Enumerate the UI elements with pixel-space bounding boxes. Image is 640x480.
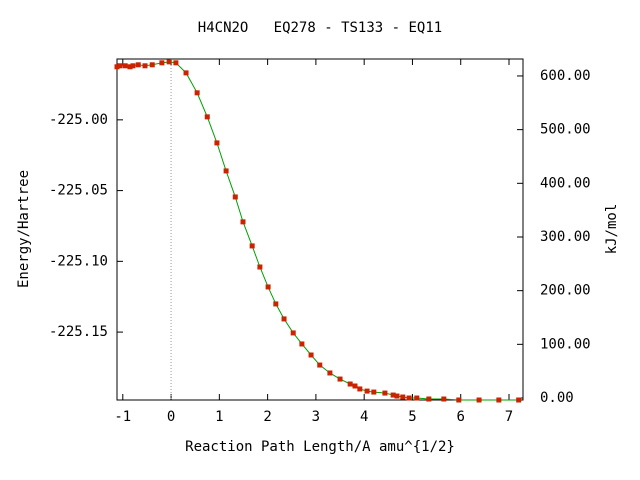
data-point	[240, 219, 246, 225]
y-axis-label: Energy/Hartree	[16, 170, 32, 288]
data-point	[496, 397, 502, 403]
x-tick-label: 7	[505, 409, 513, 425]
y-tick-label: -225.00	[49, 112, 108, 128]
data-point	[317, 362, 323, 368]
data-point	[183, 70, 189, 76]
data-point	[223, 168, 229, 174]
data-point	[400, 394, 406, 400]
x-tick-label: 2	[263, 409, 271, 425]
data-point	[232, 194, 238, 200]
y-tick-label: -225.05	[49, 183, 108, 199]
data-point	[214, 140, 220, 146]
y2-tick-label: 200.00	[540, 283, 591, 299]
data-point	[122, 63, 128, 69]
y2-tick-label: 0.00	[540, 390, 574, 406]
data-point	[173, 60, 179, 66]
data-point	[476, 397, 482, 403]
data-point	[406, 395, 412, 401]
data-point	[159, 60, 165, 66]
data-point	[265, 284, 271, 290]
data-point	[347, 381, 353, 387]
x-axis-label: Reaction Path Length/A amu^{1/2}	[185, 439, 455, 455]
data-point	[371, 389, 377, 395]
data-point	[516, 397, 522, 403]
chart-title: H4CN2O EQ278 - TS133 - EQ11	[198, 20, 442, 36]
data-point	[204, 114, 210, 120]
data-point	[352, 383, 358, 389]
x-tick-label: -1	[114, 409, 131, 425]
y-tick-label: -225.10	[49, 253, 108, 269]
data-point	[273, 301, 279, 307]
data-point	[142, 63, 148, 69]
y2-tick-label: 400.00	[540, 175, 591, 191]
data-point	[337, 376, 343, 382]
x-tick-label: 6	[457, 409, 465, 425]
data-point	[364, 388, 370, 394]
data-point	[194, 90, 200, 96]
data-point	[114, 64, 120, 70]
x-tick-label: 3	[312, 409, 320, 425]
data-point	[357, 386, 363, 392]
data-point	[117, 63, 123, 69]
y2-tick-label: 300.00	[540, 229, 591, 245]
y2-tick-label: 600.00	[540, 68, 591, 84]
data-point	[299, 341, 305, 347]
data-point	[130, 63, 136, 69]
x-tick-label: 5	[408, 409, 416, 425]
data-point	[390, 392, 396, 398]
data-point	[127, 64, 133, 70]
x-tick-label: 0	[167, 409, 175, 425]
data-point	[382, 390, 388, 396]
data-point	[441, 396, 447, 402]
y2-tick-label: 100.00	[540, 336, 591, 352]
data-point	[135, 62, 141, 68]
data-point	[426, 396, 432, 402]
data-point	[394, 393, 400, 399]
data-point	[149, 62, 155, 68]
x-tick-label: 1	[215, 409, 223, 425]
data-point	[327, 370, 333, 376]
y-tick-label: -225.15	[49, 324, 108, 340]
data-point	[257, 264, 263, 270]
data-point	[290, 330, 296, 336]
data-point	[281, 316, 287, 322]
y2-tick-label: 500.00	[540, 122, 591, 138]
data-line	[116, 61, 519, 401]
data-point	[166, 59, 172, 65]
data-point	[414, 395, 420, 401]
data-point	[249, 243, 255, 249]
data-point	[308, 352, 314, 358]
y2-axis-label: kJ/mol	[604, 204, 620, 255]
data-point	[456, 397, 462, 403]
x-tick-label: 4	[360, 409, 368, 425]
plot-frame	[116, 58, 524, 401]
